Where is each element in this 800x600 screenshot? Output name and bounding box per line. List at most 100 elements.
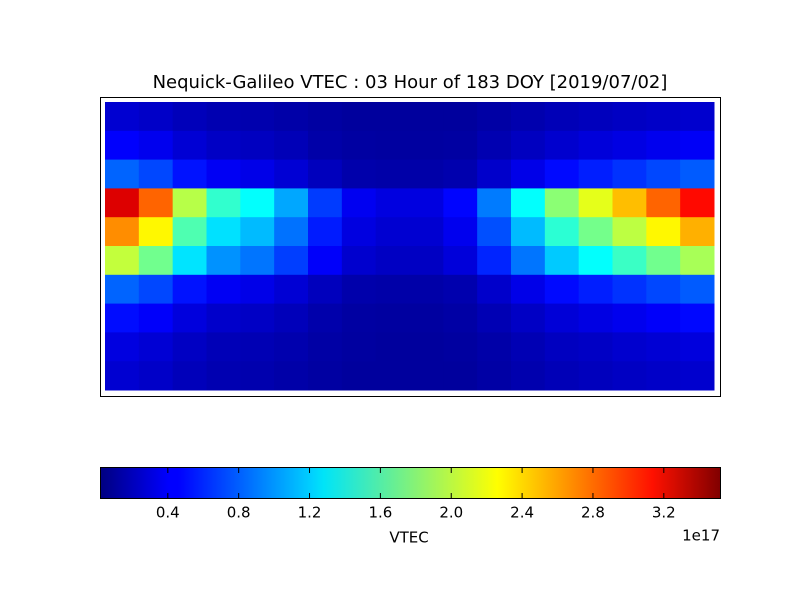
heat-cell [240, 274, 275, 305]
colorbar-tick-label: 1.6 [368, 504, 392, 522]
heat-cell [172, 246, 207, 276]
heat-cell [612, 361, 647, 391]
heat-cell [274, 361, 309, 391]
heat-cell [544, 246, 580, 276]
heat-cell [477, 361, 512, 391]
heat-cell [443, 303, 478, 333]
heat-cell [341, 303, 377, 333]
heat-cell [308, 188, 343, 218]
heat-cell [341, 274, 377, 305]
heat-cell [274, 274, 309, 305]
heat-cell [138, 332, 174, 362]
heat-cell [341, 159, 377, 189]
heat-cell [274, 159, 309, 189]
heat-cell [206, 332, 241, 362]
heat-cell [511, 159, 546, 189]
heat-cell [612, 303, 647, 333]
heat-cell [477, 159, 512, 189]
heat-cell [578, 159, 613, 189]
heat-cell [409, 102, 444, 132]
heat-cell [172, 332, 207, 362]
heat-cell [409, 361, 444, 391]
heat-cell [612, 274, 647, 305]
heat-cell [206, 159, 241, 189]
heat-cell [409, 274, 444, 305]
colorbar-label: VTEC [389, 529, 428, 547]
heat-cell [308, 217, 343, 247]
heat-cell [680, 188, 715, 218]
heat-cell [274, 217, 309, 247]
heat-cell [240, 332, 275, 362]
heat-cell [138, 130, 174, 161]
heat-cell [341, 332, 377, 362]
heat-cell [544, 188, 580, 218]
heat-cell [375, 159, 410, 189]
heat-cell [206, 303, 241, 333]
heat-cell [206, 188, 241, 218]
heat-cell [341, 246, 377, 276]
heat-cell [105, 217, 140, 247]
heat-cell [240, 188, 275, 218]
colorbar-tick-label: 1.2 [298, 504, 322, 522]
heat-cell [578, 102, 613, 132]
heat-cell [511, 217, 546, 247]
heat-cell [409, 188, 444, 218]
colorbar-tick-label: 0.8 [227, 504, 251, 522]
colorbar-tick-label: 2.4 [510, 504, 534, 522]
heat-cell [375, 102, 410, 132]
heat-cell [544, 361, 580, 391]
heat-cell [206, 130, 241, 161]
heat-cell [105, 102, 140, 132]
heat-cell [680, 274, 715, 305]
heat-cell [680, 217, 715, 247]
heat-cell [341, 130, 377, 161]
heat-cell [612, 159, 647, 189]
heat-cell [511, 188, 546, 218]
heat-cell [646, 274, 681, 305]
heat-cell [646, 217, 681, 247]
heat-cell [105, 246, 140, 276]
chart-title: Nequick-Galileo VTEC : 03 Hour of 183 DO… [153, 72, 668, 93]
heat-cell [240, 102, 275, 132]
heat-cell [138, 159, 174, 189]
heat-cell [172, 159, 207, 189]
heat-cell [680, 303, 715, 333]
heat-cell [138, 303, 174, 333]
heat-cell [612, 246, 647, 276]
heat-cell [443, 361, 478, 391]
heat-cell [375, 361, 410, 391]
heat-cell [138, 361, 174, 391]
heat-cell [375, 274, 410, 305]
colorbar [100, 467, 721, 499]
heat-cell [612, 102, 647, 132]
heat-cell [206, 217, 241, 247]
heat-cell [646, 246, 681, 276]
heat-cell [409, 332, 444, 362]
heat-cell [341, 361, 377, 391]
heat-cell [680, 361, 715, 391]
heat-cell [240, 159, 275, 189]
heat-cell [138, 102, 174, 132]
heat-cell [206, 361, 241, 391]
heat-cell [105, 332, 140, 362]
heat-cell [511, 130, 546, 161]
heat-cell [578, 217, 613, 247]
heat-cell [511, 361, 546, 391]
colorbar-tick-label: 2.0 [439, 504, 463, 522]
heat-cell [443, 188, 478, 218]
heat-cell [511, 274, 546, 305]
heat-cell [308, 332, 343, 362]
heat-cell [172, 130, 207, 161]
heat-cell [375, 188, 410, 218]
heat-cell [375, 246, 410, 276]
heat-cell [240, 361, 275, 391]
heat-cell [409, 246, 444, 276]
heat-cell [646, 332, 681, 362]
heat-cell [274, 303, 309, 333]
heat-cell [375, 332, 410, 362]
heat-cell [646, 188, 681, 218]
heat-cell [409, 217, 444, 247]
heat-cell [240, 130, 275, 161]
